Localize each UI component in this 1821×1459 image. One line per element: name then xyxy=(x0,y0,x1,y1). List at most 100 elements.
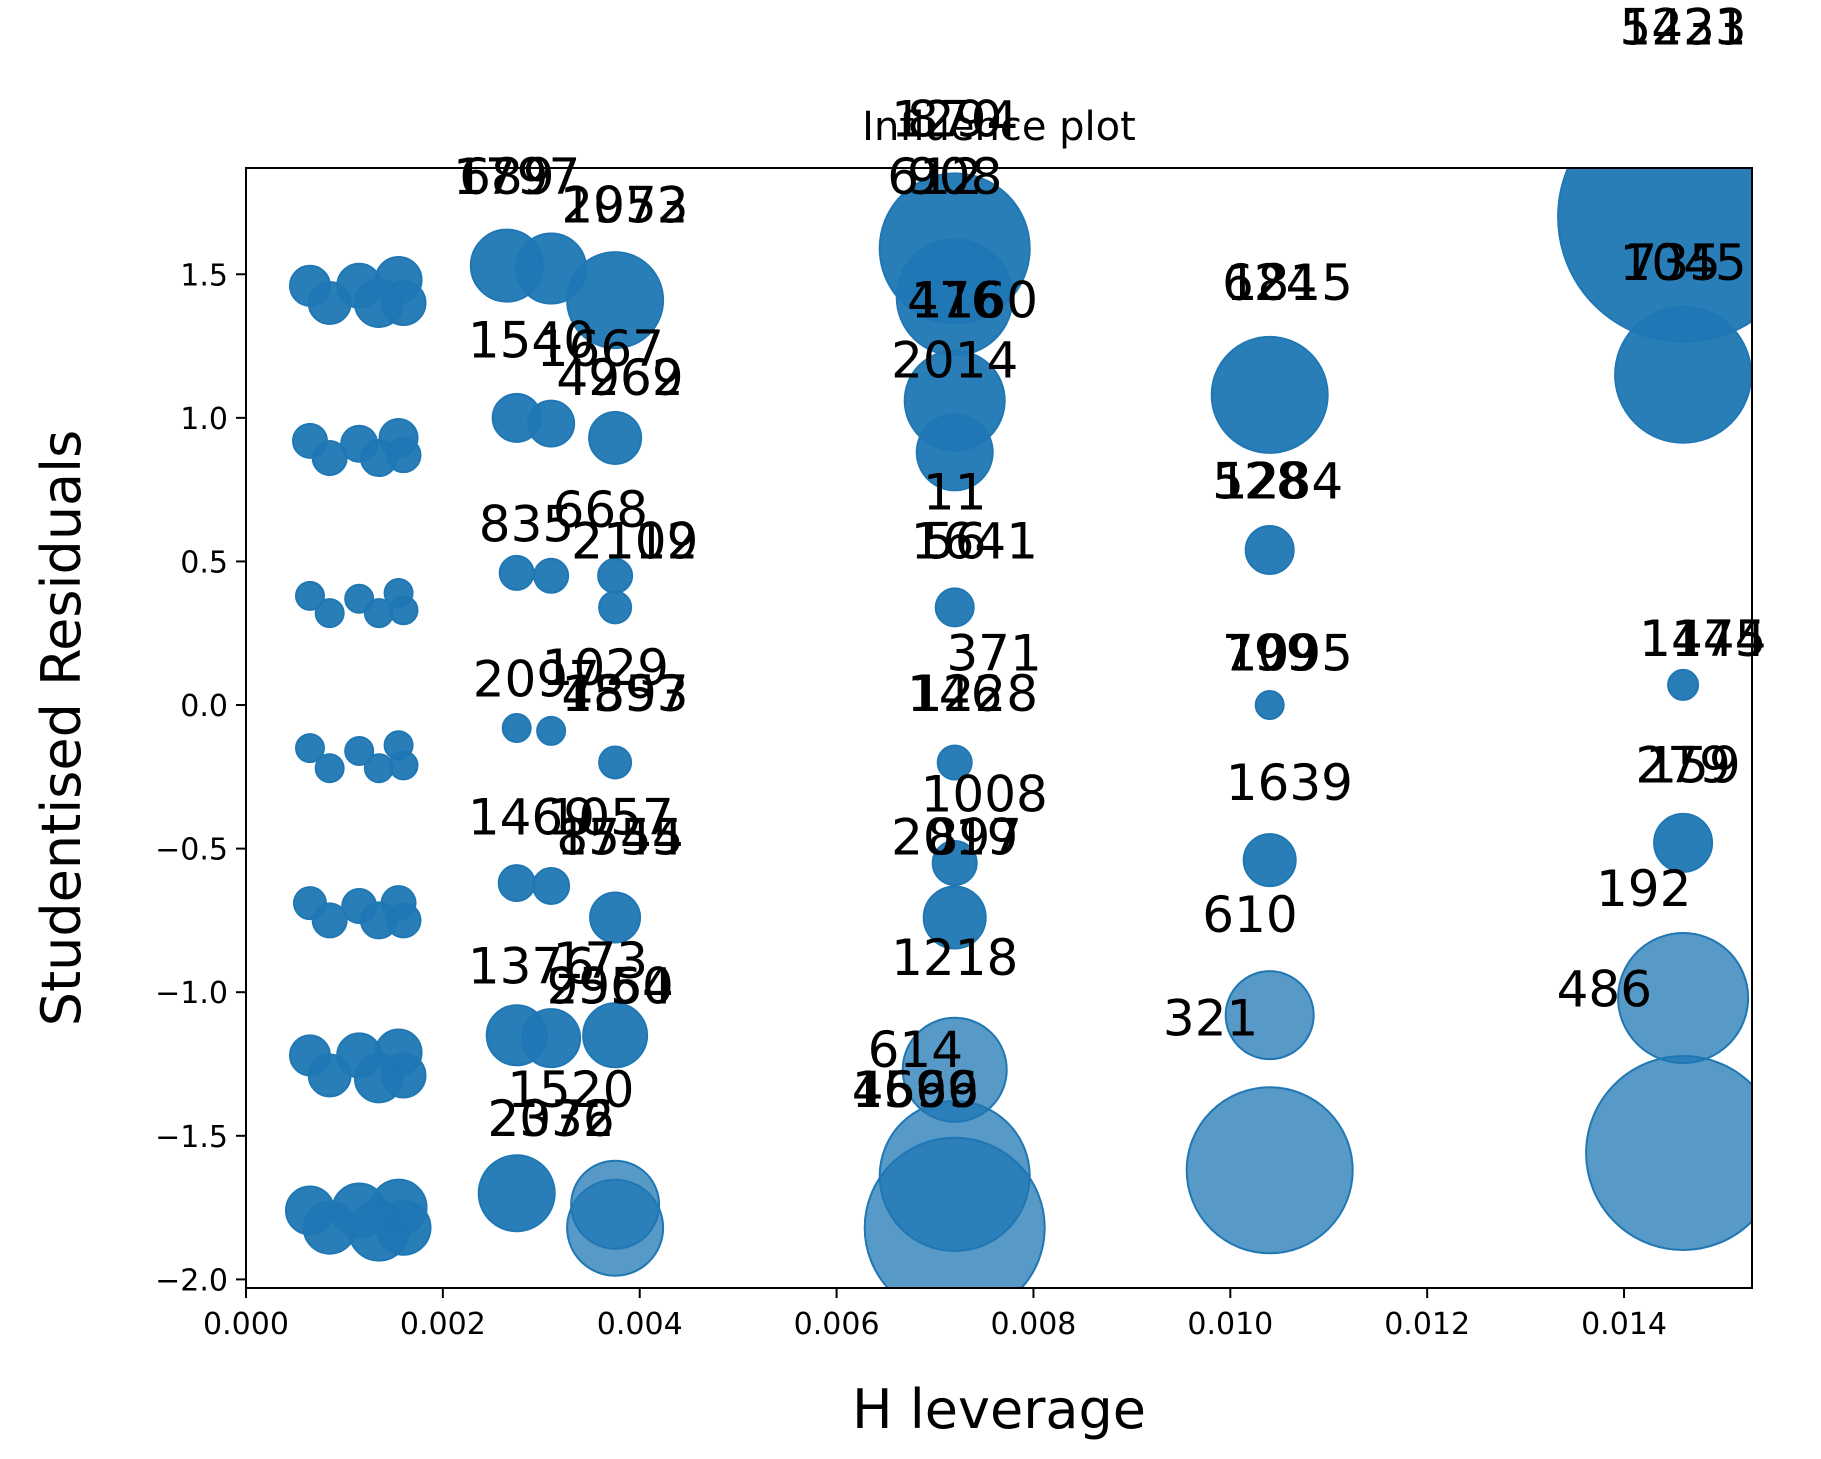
point-label-486: 486 xyxy=(1557,961,1652,1019)
point-label-9960: 9960 xyxy=(547,958,674,1016)
point-label-2097: 2097 xyxy=(473,650,600,708)
data-point-668 xyxy=(533,557,570,594)
data-point-321 xyxy=(1185,1086,1354,1255)
y-tick-label: 0.0 xyxy=(180,689,228,724)
point-label-735: 735 xyxy=(1626,234,1721,292)
point-label-1008: 1008 xyxy=(921,765,1048,823)
point-label-173: 173 xyxy=(553,932,648,990)
y-tick-label: −1.5 xyxy=(155,1120,228,1155)
data-point-69 xyxy=(380,1052,427,1099)
data-point-624 xyxy=(1210,335,1329,454)
point-label-4262: 4262 xyxy=(556,349,683,407)
data-point-1469 xyxy=(497,864,536,903)
point-label-897: 897 xyxy=(927,808,1022,866)
data-point-41 xyxy=(344,735,375,766)
y-ticks: 1.5 1.0 0.5 0.0 −0.5 −1.0 −1.5 −2.0 xyxy=(155,258,246,1298)
data-point-16 xyxy=(311,440,348,477)
data-point-40 xyxy=(314,753,345,784)
data-point-1554 xyxy=(589,891,642,944)
point-label-2032: 2032 xyxy=(488,1090,615,1148)
point-label-908: 908 xyxy=(907,148,1002,206)
point-label-799: 799 xyxy=(1222,625,1317,683)
points-layer xyxy=(284,168,1752,1288)
point-label-1797: 1797 xyxy=(453,148,580,206)
point-label-1160: 1160 xyxy=(911,271,1038,329)
x-tick-label: 0.006 xyxy=(794,1307,880,1342)
data-point-1520 xyxy=(477,1154,556,1233)
point-label-1174: 1174 xyxy=(1639,610,1766,668)
data-point-26 xyxy=(294,580,325,611)
point-label-1228: 1228 xyxy=(911,665,1038,723)
point-label-371: 371 xyxy=(946,625,1041,683)
point-label-159: 159 xyxy=(1645,737,1740,795)
point-label-146: 146 xyxy=(907,665,1002,723)
x-tick-label: 0.004 xyxy=(597,1307,683,1342)
data-point-1228 xyxy=(936,744,973,781)
data-point-2097 xyxy=(501,713,532,743)
point-label-2109: 2109 xyxy=(571,513,698,571)
data-point-27 xyxy=(314,598,345,629)
point-label-11: 11 xyxy=(923,464,987,522)
y-tick-label: −0.5 xyxy=(155,833,228,868)
data-point-616 xyxy=(915,413,994,492)
point-label-528: 528 xyxy=(1212,452,1307,510)
x-tick-label: 0.012 xyxy=(1384,1307,1470,1342)
point-label-5423: 5423 xyxy=(1619,0,1746,57)
data-point-279 xyxy=(1653,812,1714,873)
data-point-4262 xyxy=(588,410,643,465)
y-tick-label: 1.0 xyxy=(180,402,228,437)
data-point-39 xyxy=(294,733,325,764)
x-tick-label: 0.014 xyxy=(1581,1307,1667,1342)
x-axis-label: H leverage xyxy=(852,1378,1146,1441)
point-label-1045: 1045 xyxy=(1619,234,1746,292)
data-point-1045 xyxy=(1614,305,1752,444)
data-point-835 xyxy=(498,554,535,591)
data-point-1445 xyxy=(1667,668,1700,701)
x-tick-label: 0.008 xyxy=(991,1307,1077,1342)
data-point-1057 xyxy=(532,866,571,905)
point-label-1294: 1294 xyxy=(891,90,1018,148)
y-tick-label: −1.0 xyxy=(155,976,228,1011)
point-label-4969: 4969 xyxy=(556,349,683,407)
point-label-689: 689 xyxy=(459,148,554,206)
data-point-56 xyxy=(385,902,422,939)
point-label-1469: 1469 xyxy=(468,788,595,846)
y-tick-label: 1.5 xyxy=(180,258,228,293)
point-label-1231: 1231 xyxy=(1619,0,1746,57)
data-point-42 xyxy=(363,753,394,784)
point-label-1641: 1641 xyxy=(911,513,1038,571)
point-label-476: 476 xyxy=(907,271,1002,329)
point-label-1376: 1376 xyxy=(468,938,595,996)
y-axis-label: Studentised Residuals xyxy=(30,430,93,1027)
point-label-1520: 1520 xyxy=(507,1061,634,1119)
point-label-612: 612 xyxy=(887,148,982,206)
data-point-1231 xyxy=(1557,168,1752,343)
plot-frame xyxy=(245,167,1753,1289)
data-point-52 xyxy=(311,902,348,939)
data-point-44 xyxy=(388,750,419,781)
point-label-1953: 1953 xyxy=(561,177,688,235)
point-label-1639: 1639 xyxy=(1226,754,1353,812)
point-label-2376: 2376 xyxy=(488,1090,615,1148)
point-label-1540: 1540 xyxy=(468,312,595,370)
point-label-1897: 1897 xyxy=(561,665,688,723)
chart-title: Influence plot xyxy=(862,104,1136,150)
data-point-1029 xyxy=(536,715,567,746)
data-point-1599 xyxy=(863,1136,1046,1288)
point-label-2112: 2112 xyxy=(571,513,698,571)
data-point-173 xyxy=(521,1008,582,1069)
x-ticks: 0.000 0.002 0.004 0.006 0.008 0.010 0.012 0.014 xyxy=(203,1288,1667,1342)
point-label-279: 279 xyxy=(1635,737,1730,795)
data-point-1639 xyxy=(1242,833,1297,888)
point-label-1554: 1554 xyxy=(556,808,683,866)
data-point-897 xyxy=(931,839,978,886)
point-label-4553: 4553 xyxy=(561,665,688,723)
point-label-2072: 2072 xyxy=(561,177,688,235)
point-label-1815: 1815 xyxy=(1226,254,1353,312)
data-point-1095 xyxy=(1254,690,1285,721)
data-point-35 xyxy=(598,590,633,625)
x-tick-label: 0.010 xyxy=(1187,1307,1273,1342)
